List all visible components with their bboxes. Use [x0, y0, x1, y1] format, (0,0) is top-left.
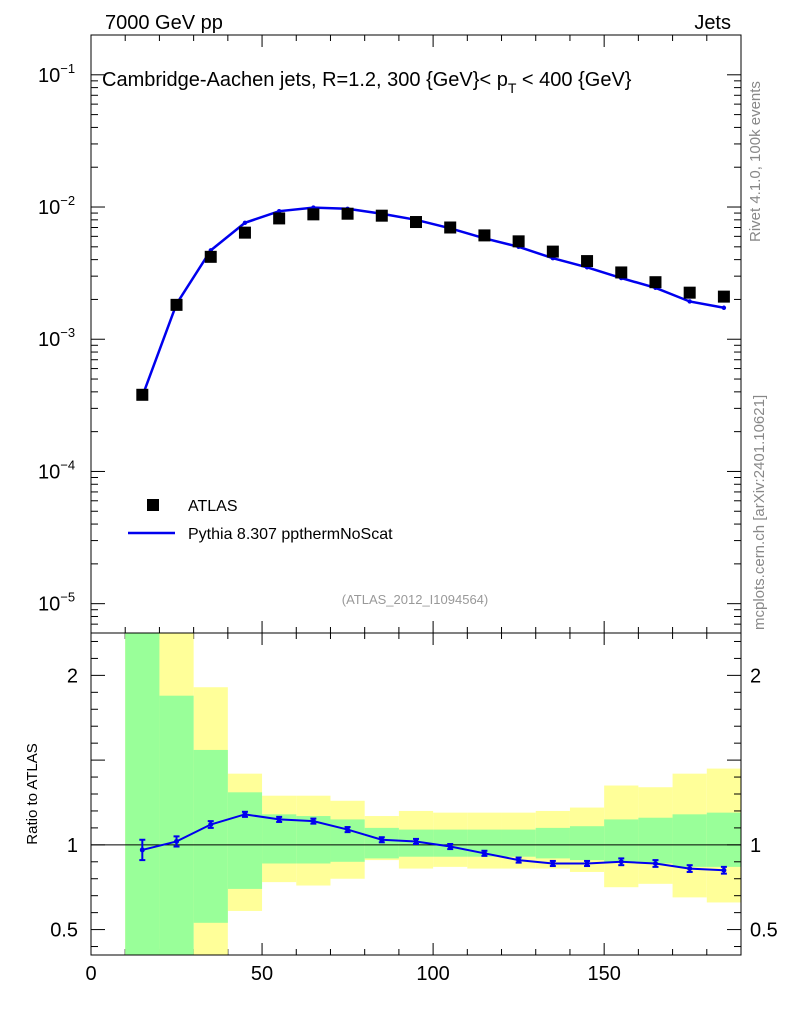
atlas-point [170, 298, 183, 311]
rivet-label: Rivet 4.1.0, 100k events [747, 81, 764, 242]
mc-point [276, 208, 282, 214]
main-frame [90, 34, 742, 634]
legend-atlas-label: ATLAS [188, 498, 238, 515]
atlas-point [341, 207, 354, 220]
legend-atlas-marker [147, 499, 159, 511]
mc-ratio-point [447, 844, 453, 850]
y-tick-label: 10−2 [38, 193, 75, 219]
y-tick-label-exponent: −3 [60, 325, 75, 340]
ratio-y-tick-label: 2 [67, 665, 78, 687]
atlas-point [136, 388, 149, 401]
atlas-point [683, 286, 696, 299]
ratio-y-tick-label-right: 2 [750, 665, 761, 687]
legend-mc-label: Pythia 8.307 ppthermNoScat [188, 526, 393, 543]
x-tick-label: 150 [587, 963, 620, 985]
ratio-band-inner [706, 812, 741, 867]
ratio-band-inner [535, 827, 570, 859]
ratio-y-tick-label: 0.5 [50, 920, 78, 942]
ratio-y-tick-label-right: 0.5 [750, 920, 778, 942]
atlas-point [410, 216, 422, 229]
mc-point [687, 299, 692, 304]
atlas-point [307, 208, 320, 221]
mc-ratio-point [481, 850, 487, 856]
x-tick-label: 0 [85, 963, 96, 985]
atlas-point [238, 226, 251, 239]
x-tick-label: 50 [251, 963, 273, 985]
ratio-band-inner [638, 817, 673, 864]
y-tick-label: 10−5 [38, 590, 75, 616]
mc-line [141, 206, 725, 397]
atlas-point [204, 250, 217, 263]
atlas-point [546, 245, 559, 258]
y-tick-label-exponent: −2 [60, 193, 75, 208]
y-tick-label-base: 10 [38, 329, 60, 351]
ratio-y-tick-label: 1 [67, 835, 78, 857]
mc-ratio-point [721, 867, 727, 873]
ratio-band-inner [604, 819, 639, 862]
y-tick-label-exponent: −1 [60, 61, 75, 76]
ratio-band-inner [125, 633, 160, 955]
y-tick-label: 10−3 [38, 325, 75, 351]
y-tick-label: 10−4 [38, 457, 75, 483]
title-prefix: Cambridge-Aachen jets, R=1.2, 300 {GeV}<… [102, 69, 508, 91]
y-tick-label-exponent: −5 [60, 590, 75, 605]
mc-ratio-point [652, 860, 658, 866]
mc-ratio-point [618, 859, 624, 865]
ratio-band-inner [193, 749, 228, 923]
atlas-point [717, 290, 730, 303]
ratio-band-inner [159, 695, 194, 955]
mc-point [242, 220, 248, 225]
x-tick-label: 100 [416, 963, 449, 985]
mc-ratio-point [516, 857, 522, 863]
y-tick-label-base: 10 [38, 197, 60, 219]
y-tick-label-exponent: −4 [60, 457, 75, 472]
ratio-ylabel: Ratio to ATLAS [24, 743, 41, 844]
header-left: 7000 GeV pp [105, 12, 223, 34]
mc-ratio-point [584, 860, 590, 866]
atlas-point [615, 266, 628, 279]
mc-ratio-point [550, 860, 556, 866]
title-suffix: < 400 {GeV} [516, 69, 631, 91]
atlas-point [581, 255, 594, 268]
mc-ratio-point [687, 866, 693, 872]
mc-ratio-point [413, 838, 419, 844]
ratio-panel: 0 50 100 150 0.5 0.5 1 1 2 2 [50, 632, 778, 985]
atlas-point [273, 212, 286, 225]
plot-title: Cambridge-Aachen jets, R=1.2, 300 {GeV}<… [102, 69, 632, 96]
ratio-band-inner [501, 829, 536, 857]
main-panel: 10−510−410−310−210−1 [38, 34, 742, 955]
mc-ratio-point [242, 811, 248, 817]
mc-ratio-line [142, 813, 724, 872]
ratio-band-inner [227, 792, 263, 889]
mc-ratio-point [139, 847, 145, 853]
legend: ATLAS Pythia 8.307 ppthermNoScat [128, 498, 393, 543]
title-subscript: T [508, 80, 517, 96]
y-tick-label: 10−1 [38, 61, 75, 87]
atlas-point [649, 276, 662, 289]
atlas-point [512, 235, 525, 248]
atlas-point [478, 229, 491, 242]
mc-ratio-point [379, 837, 385, 843]
mc-ratio-point [208, 822, 214, 828]
header-right: Jets [694, 12, 731, 34]
mc-point [721, 305, 727, 310]
watermark: (ATLAS_2012_I1094564) [342, 592, 488, 607]
y-tick-label-base: 10 [38, 594, 60, 616]
ratio-band-inner [569, 826, 605, 861]
atlas-point [444, 221, 457, 234]
ratio-band-inner [672, 814, 707, 867]
y-tick-label-base: 10 [38, 461, 60, 483]
mc-ratio-point [345, 827, 351, 833]
mcplots-label: mcplots.cern.ch [arXiv:2401.10621] [751, 395, 768, 630]
mc-ratio-point [174, 838, 180, 844]
y-tick-label-base: 10 [38, 65, 60, 87]
atlas-point [375, 209, 388, 222]
mc-ratio-point [310, 818, 316, 824]
ratio-y-tick-label-right: 1 [750, 835, 761, 857]
mc-ratio-point [276, 816, 282, 822]
